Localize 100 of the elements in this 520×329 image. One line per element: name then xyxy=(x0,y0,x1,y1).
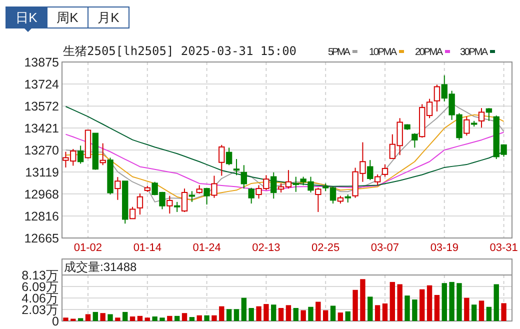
candlestick xyxy=(233,158,240,176)
candlestick xyxy=(248,187,254,204)
y-tick-label: 13270 xyxy=(24,143,60,158)
bar xyxy=(494,284,499,321)
text: 月K xyxy=(98,10,120,25)
bar xyxy=(374,305,380,321)
y-tick-label: 13119 xyxy=(25,165,60,180)
bar xyxy=(330,306,336,321)
bar xyxy=(174,316,180,321)
bar xyxy=(390,282,396,321)
bar xyxy=(316,302,321,321)
bar xyxy=(368,296,373,321)
candlestick xyxy=(434,84,440,112)
y-tick-label: 13724 xyxy=(24,77,60,92)
bar xyxy=(286,305,292,321)
bar xyxy=(278,308,284,321)
candlestick xyxy=(129,206,136,220)
candlestick xyxy=(382,164,388,178)
candlestick xyxy=(240,164,248,190)
candlestick xyxy=(204,187,210,206)
bar xyxy=(501,303,506,321)
bar xyxy=(92,312,98,321)
text: 日K xyxy=(16,10,38,25)
candlestick xyxy=(136,192,144,216)
y-tick-label: 13421 xyxy=(24,121,60,136)
x-tick-label: 02-13 xyxy=(252,242,280,254)
bar xyxy=(241,298,247,321)
chart-title: 生猪2505[lh2505] 2025-03-31 15:00 xyxy=(63,44,297,58)
bar xyxy=(248,308,254,321)
bar xyxy=(204,315,210,321)
bar xyxy=(85,314,91,321)
bar xyxy=(442,283,447,321)
candlestick xyxy=(412,132,418,148)
bar xyxy=(293,308,298,321)
bar xyxy=(234,309,240,321)
bar xyxy=(308,306,314,321)
y-tick-label: 12816 xyxy=(24,209,60,224)
candlestick xyxy=(77,145,84,164)
bar xyxy=(426,285,432,321)
bar xyxy=(115,318,120,321)
chart-title: 成交量:31488 xyxy=(64,260,138,274)
bar xyxy=(63,318,68,321)
candlestick xyxy=(100,142,106,166)
bar xyxy=(412,300,418,321)
candlestick xyxy=(270,172,277,200)
y-tick-label: 13875 xyxy=(24,55,60,70)
bar xyxy=(338,312,344,321)
bar xyxy=(152,316,158,321)
legend-label: 5PMA xyxy=(328,47,351,58)
candlestick xyxy=(478,108,485,128)
bar xyxy=(322,310,328,321)
bar xyxy=(256,306,262,321)
candlestick xyxy=(218,144,225,176)
bar xyxy=(137,316,143,321)
candlestick xyxy=(114,176,121,200)
x-tick-label: 03-31 xyxy=(490,242,518,254)
x-tick-label: 01-24 xyxy=(192,242,221,254)
legend-label: 20PMA xyxy=(415,47,444,58)
bar xyxy=(420,289,425,321)
bar xyxy=(226,309,232,321)
candlestick xyxy=(367,160,374,181)
y-tick-label: 12968 xyxy=(24,187,60,202)
x-tick-label: 01-14 xyxy=(133,242,162,254)
bar xyxy=(160,318,165,321)
bar xyxy=(404,296,410,321)
legend-label: 30PMA xyxy=(460,47,488,58)
candlestick xyxy=(486,108,492,122)
bar xyxy=(212,315,217,321)
legend-label: 10PMA xyxy=(369,47,398,58)
bar xyxy=(345,311,350,321)
bar xyxy=(478,300,484,321)
bar xyxy=(182,313,188,321)
candlestick xyxy=(174,201,180,212)
bar xyxy=(464,298,470,321)
bar xyxy=(167,316,172,321)
bar xyxy=(456,283,462,321)
bar xyxy=(471,304,477,321)
x-tick-label: 02-25 xyxy=(312,242,340,254)
bar xyxy=(360,279,366,321)
candlestick xyxy=(166,195,173,214)
bar xyxy=(144,318,150,321)
candlestick xyxy=(211,175,218,198)
bar xyxy=(264,304,269,321)
bar xyxy=(382,303,388,321)
bar xyxy=(122,312,128,321)
y-tick-label: 8.13万 xyxy=(22,268,59,282)
bar xyxy=(108,314,113,321)
bar xyxy=(130,316,136,321)
bar xyxy=(271,304,276,321)
candlestick xyxy=(315,187,322,212)
y-tick-label: 13572 xyxy=(24,99,60,114)
bar xyxy=(78,318,84,321)
candlestick xyxy=(188,190,196,202)
candlestick xyxy=(226,147,232,166)
bar xyxy=(300,310,306,321)
x-tick-label: 01-02 xyxy=(74,242,102,254)
y-tick-label: 12665 xyxy=(24,231,60,246)
bar xyxy=(397,284,402,321)
bar xyxy=(352,290,358,321)
bar xyxy=(486,306,492,321)
